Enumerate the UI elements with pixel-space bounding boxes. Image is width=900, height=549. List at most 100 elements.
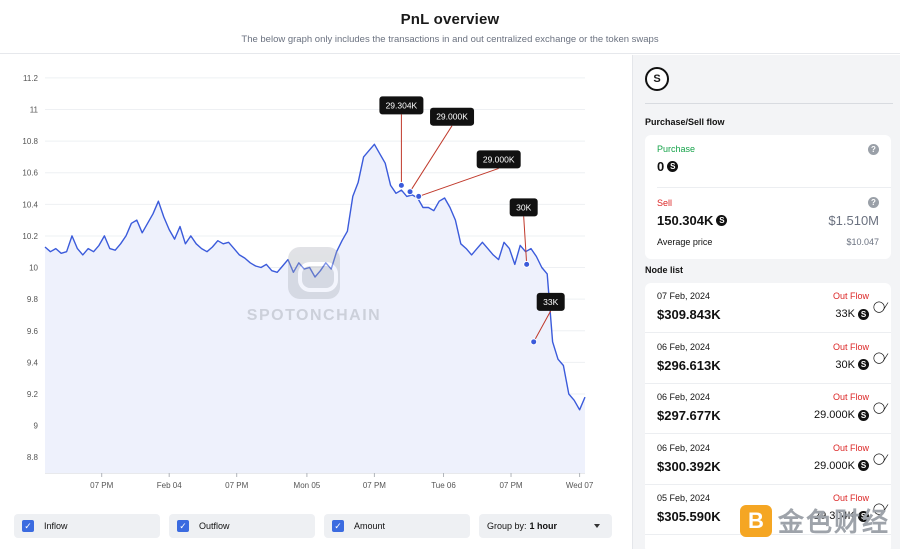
token-icon: S: [858, 460, 869, 471]
annotation-label: 29.000K: [483, 154, 515, 164]
annotation-box: [430, 107, 475, 126]
inflow-label: Inflow: [44, 521, 68, 531]
annotation-box: [536, 292, 565, 311]
annotation-box: [379, 96, 424, 115]
node-row[interactable]: 06 Feb, 2024 Out Flow $296.613K 30K S ◯⁄: [645, 334, 891, 384]
annotation-point: [397, 181, 405, 189]
divider: [657, 187, 891, 188]
node-amount: 30K S: [835, 359, 869, 371]
help-icon[interactable]: ?: [868, 144, 879, 155]
y-tick-label: 10: [29, 264, 38, 273]
node-row[interactable]: 06 Feb, 2024 Out Flow $297.677K 29.000K S ◯⁄: [645, 384, 891, 434]
node-usd-value: $309.843K: [657, 307, 721, 322]
flow-card: Purchase ? 0 S Sell ? 150.304K S $1.510M…: [645, 135, 891, 259]
node-flow-type: Out Flow: [832, 291, 869, 301]
node-amount: 33K S: [835, 308, 869, 320]
node-usd-value: $297.677K: [657, 408, 721, 423]
hide-eye-icon[interactable]: ◯⁄: [872, 402, 887, 414]
corner-logo: B 金色财经: [739, 502, 890, 539]
node-amount: 29.000K S: [814, 409, 869, 421]
annotation-leader-line: [533, 310, 552, 343]
token-icon: S: [858, 409, 869, 421]
token-icon: S: [716, 215, 728, 226]
node-amount-value: 29.000K: [814, 459, 855, 472]
y-tick-label: 11.2: [23, 74, 39, 83]
annotation-leader-line: [409, 125, 453, 192]
x-tick-label: 07 PM: [499, 481, 522, 490]
token-icon: S: [858, 510, 869, 522]
x-tick-label: Mon 05: [294, 481, 321, 490]
pnl-line-chart[interactable]: 11.2 11 10.8 10.6 10.4 10.2 10 9.8 9.6 9.4 9.2 9 8.8…: [0, 55, 632, 515]
node-flow-type: Out Flow: [832, 493, 869, 503]
node-row[interactable]: 06 Feb, 2024 Out Flow $300.392K 29.000K S ◯⁄: [645, 435, 891, 485]
x-tick-label: Feb 04: [157, 481, 182, 490]
node-date: 06 Feb, 2024: [657, 341, 711, 352]
node-flow-type: Out Flow: [832, 341, 869, 352]
hide-eye-icon[interactable]: ◯⁄: [872, 452, 887, 465]
node-date: 06 Feb, 2024: [657, 392, 711, 402]
annotation-label: 29.000K: [436, 112, 468, 122]
group-by-select[interactable]: Group by: 1 hour: [479, 514, 612, 538]
outflow-filter[interactable]: ✓ Outflow: [169, 514, 315, 538]
node-date: 07 Feb, 2024: [657, 291, 711, 301]
chart-filters: ✓ Inflow ✓ Outflow ✓ Amount Group by: 1 …: [14, 514, 614, 538]
x-tick-label: 07 PM: [90, 481, 113, 490]
node-row[interactable]: 07 Feb, 2024 Out Flow $309.843K 33K S ◯⁄: [645, 283, 891, 333]
series-area: [45, 144, 585, 474]
node-date: 05 Feb, 2024: [657, 493, 711, 503]
annotation-box: [476, 150, 521, 169]
y-tick-label: 10.4: [22, 200, 38, 209]
y-tick-label: 8.8: [27, 453, 39, 462]
purchase-label: Purchase: [657, 144, 696, 154]
amount-label: Amount: [354, 521, 386, 531]
sell-amount: 150.304K: [657, 213, 714, 228]
corner-logo-text: 金色财经: [777, 507, 890, 537]
x-tick-label: Wed 07: [566, 481, 594, 490]
page-header: PnL overview The below graph only includ…: [0, 0, 900, 54]
y-tick-label: 9.6: [27, 327, 39, 336]
group-by-label: Group by:: [487, 521, 527, 531]
x-tick-label: 07 PM: [225, 481, 248, 490]
node-flow-type: Out Flow: [832, 442, 869, 453]
annotation-label: 33K: [543, 297, 558, 307]
annotation-point: [415, 192, 423, 200]
page-subtitle: The below graph only includes the transa…: [241, 34, 659, 45]
inflow-filter[interactable]: ✓ Inflow: [14, 514, 160, 538]
outflow-checkbox-icon[interactable]: ✓: [177, 520, 189, 532]
hide-eye-icon[interactable]: ◯⁄: [872, 503, 887, 515]
chart-area: 11.2 11 10.8 10.6 10.4 10.2 10 9.8 9.6 9.4 9.2 9 8.8…: [0, 55, 632, 549]
sell-label: Sell: [657, 198, 673, 208]
node-usd-value: $296.613K: [657, 357, 721, 373]
annotation-label: 29.304K: [386, 100, 418, 110]
watermark-text: SPOTONCHAIN: [246, 307, 382, 324]
average-price-label: Average price: [657, 237, 713, 247]
spotonchain-watermark-icon: [288, 247, 340, 299]
purchase-amount: 0: [657, 159, 665, 174]
hide-eye-icon[interactable]: ◯⁄: [872, 351, 887, 364]
help-icon[interactable]: ?: [868, 197, 879, 208]
page-title: PnL overview: [400, 11, 500, 28]
amount-checkbox-icon[interactable]: ✓: [332, 520, 344, 532]
y-tick-label: 9.4: [27, 358, 39, 367]
hide-eye-icon[interactable]: ◯⁄: [872, 301, 887, 313]
node-amount: 29.304K S: [814, 510, 869, 522]
annotation-point: [523, 260, 531, 268]
node-date: 06 Feb, 2024: [657, 442, 711, 453]
inflow-checkbox-icon[interactable]: ✓: [22, 520, 34, 532]
node-usd-value: $305.590K: [657, 509, 721, 524]
divider: [645, 103, 893, 104]
series-line: [44, 143, 586, 411]
node-amount-value: 29.304K: [814, 510, 855, 522]
node-amount-value: 30K: [835, 358, 855, 371]
node-usd-value: $300.392K: [657, 458, 721, 474]
node-flow-type: Out Flow: [832, 392, 869, 402]
y-tick-label: 9.2: [27, 390, 39, 399]
token-logo-icon: S: [645, 67, 669, 91]
average-price-value: $10.047: [846, 237, 879, 247]
annotation-box: [509, 198, 538, 217]
amount-filter[interactable]: ✓ Amount: [324, 514, 470, 538]
coin-logo-icon: B: [739, 504, 772, 537]
token-icon: S: [667, 161, 679, 172]
token-icon: S: [858, 359, 869, 370]
annotation-leader-line: [523, 216, 528, 265]
